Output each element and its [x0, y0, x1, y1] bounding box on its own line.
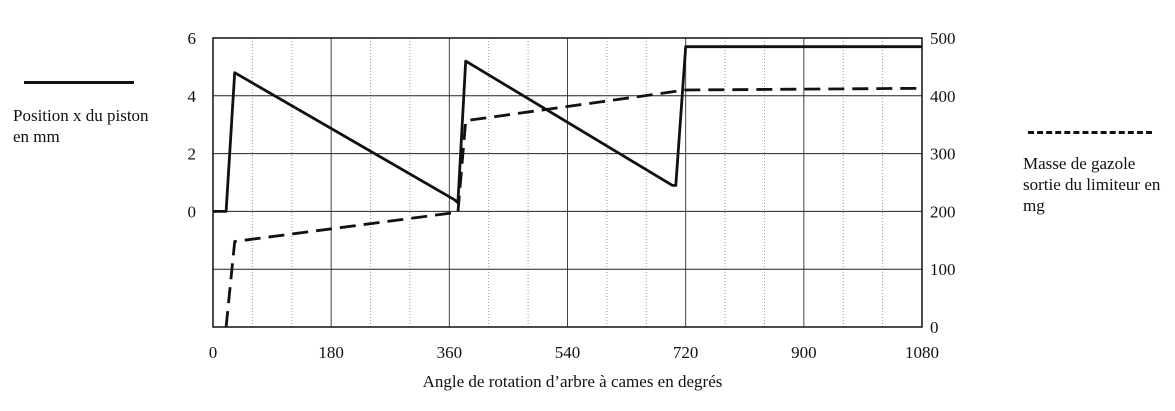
legend-left-label: Position x du piston en mm — [13, 106, 149, 146]
x-axis-label: Angle de rotation d’arbre à cames en deg… — [422, 372, 723, 391]
legend-right-label: Masse de gazole sortie du limiteur en mg — [1023, 154, 1161, 215]
y-left-tick-label: 2 — [188, 145, 197, 164]
series-line-piston-position — [213, 45, 922, 213]
y-right-tick-label: 0 — [930, 318, 939, 337]
y-left-tick-label: 6 — [188, 29, 197, 48]
y-right-tick-label: 200 — [930, 202, 956, 221]
x-tick-label: 360 — [437, 343, 463, 362]
x-tick-label: 900 — [791, 343, 817, 362]
y-right-tick-label: 400 — [930, 87, 956, 106]
x-tick-label: 540 — [555, 343, 581, 362]
x-tick-label: 720 — [673, 343, 699, 362]
x-tick-label: 0 — [209, 343, 218, 362]
x-tick-label: 1080 — [905, 343, 939, 362]
x-tick-label: 180 — [318, 343, 344, 362]
legend-solid-line-sample — [24, 81, 134, 84]
y-right-tick-label: 100 — [930, 260, 956, 279]
y-left-tick-label: 0 — [188, 202, 197, 221]
plot-frame — [212, 37, 923, 328]
y-right-tick-label: 300 — [930, 145, 956, 164]
y-left-tick-label: 4 — [188, 87, 197, 106]
legend-dashed-line-sample — [1028, 131, 1152, 134]
y-right-tick-label: 500 — [930, 29, 956, 48]
series-line-fuel-mass — [224, 86, 923, 328]
